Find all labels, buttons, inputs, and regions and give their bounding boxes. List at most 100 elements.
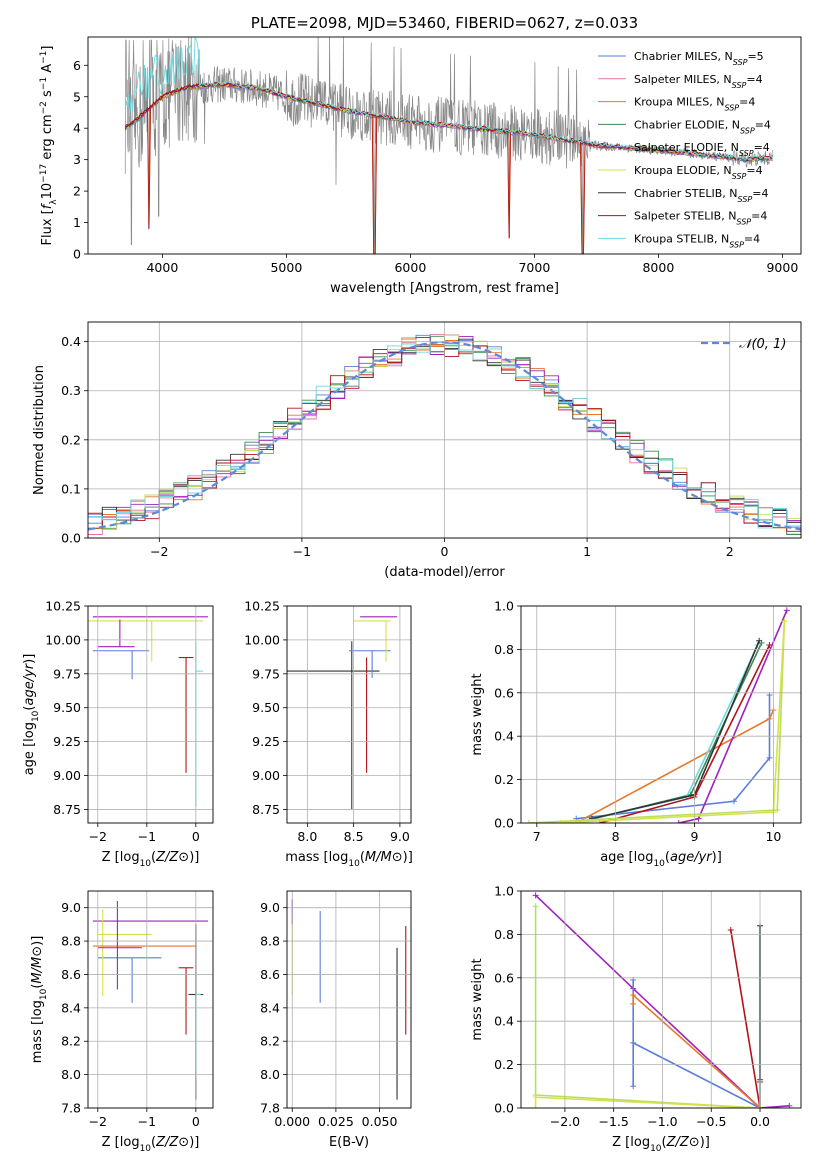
x-tick-label: −0.5 [696, 1114, 726, 1129]
x-tick-label: 0 [192, 1114, 200, 1129]
series-marker [766, 754, 773, 761]
axes-frame [87, 321, 802, 539]
errorbar-point [97, 901, 142, 990]
legend-entry: Salpeter STELIB, NSSP=4 [634, 210, 767, 227]
x-tick-label: 4000 [146, 260, 178, 275]
x-tick-label: 1 [583, 544, 591, 559]
y-tick-label: 0.0 [61, 531, 81, 546]
legend-entry: Kroupa STELIB, NSSP=4 [634, 232, 760, 249]
x-tick-label: −2.0 [550, 1114, 580, 1129]
x-tick-label: 8.0 [297, 829, 317, 844]
x-tick-label: 0.0 [750, 1114, 770, 1129]
legend: Chabrier MILES, NSSP=5 Salpeter MILES, NS… [598, 50, 771, 249]
y-tick-label: 8.75 [53, 802, 81, 817]
errorbar-point [195, 641, 204, 807]
x-tick-label: 7 [533, 829, 541, 844]
y-tick-label: 8.2 [61, 1034, 81, 1049]
x-tick-label: 9000 [766, 260, 798, 275]
y-tick-label: 10.00 [244, 632, 280, 647]
y-tick-label: 6 [73, 58, 81, 73]
x-axis-label: Z [log10(Z/Z⊙)] [612, 1135, 710, 1154]
y-tick-label: 5 [73, 89, 81, 104]
series-marker [675, 820, 682, 823]
series-marker [756, 637, 763, 644]
errorbar-point [97, 957, 162, 1003]
x-axis-label: (data-model)/error [384, 565, 505, 580]
x-tick-label: 0.050 [362, 1114, 398, 1129]
errorbar-point [195, 993, 201, 1078]
y-tick-label: 7.8 [61, 1101, 81, 1116]
axes-frame [286, 890, 412, 1109]
errorbar-point [349, 650, 391, 678]
x-axis-label: wavelength [Angstrom, rest frame] [330, 281, 559, 296]
series-line [632, 993, 761, 1108]
series-marker [630, 1083, 637, 1090]
series-line [534, 1096, 761, 1108]
y-tick-label: 0.0 [494, 816, 514, 831]
series-marker [781, 618, 788, 625]
series-line [583, 644, 759, 822]
y-tick-label: 2 [73, 184, 81, 199]
y-tick-label: 3 [73, 152, 81, 167]
legend-entry: Salpeter MILES, NSSP=4 [634, 73, 763, 90]
y-tick-label: 8.4 [260, 1000, 280, 1015]
x-axis-label: Z [log10(Z/Z⊙)] [102, 1135, 200, 1154]
y-tick-label: 0.8 [494, 927, 514, 942]
y-tick-label: 8.0 [61, 1067, 81, 1082]
axes-frame [87, 890, 214, 1109]
plot-area-spectrum [124, 37, 773, 254]
panel-age_vs_Z: −2 −1 0 8.75 9.00 9.25 9.50 9.75 10.00 10.25 Z [lo… [22, 599, 214, 869]
y-tick-label: 9.0 [260, 900, 280, 915]
series-marker [532, 892, 539, 899]
y-tick-label: 0.4 [494, 729, 514, 744]
panel-spectrum: PLATE=2098, MJD=53460, FIBERID=0627, z=0… [39, 14, 802, 296]
series-marker [525, 820, 532, 823]
panel-mass_weight_vs_Z: −2.0 −1.5 −1.0 −0.5 0.0 0.0 0.2 0.4 0.6 0.8 1.0 Z [… [470, 884, 802, 1154]
y-tick-label: 4 [73, 121, 81, 136]
series-line [591, 640, 760, 820]
x-axis-label: age [log10(age/yr)] [600, 850, 722, 869]
y-tick-label: 8.2 [260, 1034, 280, 1049]
y-tick-label: 9.50 [252, 700, 280, 715]
series-line [632, 980, 761, 1108]
axes-frame [87, 36, 802, 255]
y-tick-label: 1 [73, 215, 81, 230]
series-line [576, 642, 763, 823]
y-tick-label: 9.0 [61, 900, 81, 915]
panel-residuals: −2 −1 0 1 2 0.0 0.1 0.2 0.3 0.4 (data-model)/error… [32, 321, 802, 580]
series-marker [630, 1039, 637, 1046]
panel-age_vs_mass: 8.0 8.5 9.0 8.75 9.00 9.25 9.50 9.75 10.00 10.25 m… [244, 599, 413, 870]
y-tick-label: 0.4 [61, 334, 81, 349]
legend-entry: Kroupa MILES, NSSP=4 [634, 96, 755, 113]
y-tick-label: 0 [73, 247, 81, 262]
y-tick-label: 0.0 [494, 1101, 514, 1116]
errorbar-point [92, 650, 150, 680]
y-tick-label: 8.6 [61, 967, 81, 982]
y-tick-label: 1.0 [494, 884, 514, 899]
x-tick-label: −1.0 [647, 1114, 677, 1129]
errorbar-point [287, 641, 380, 810]
axes-frame [286, 605, 412, 824]
x-tick-label: 2 [726, 544, 734, 559]
x-tick-label: 0 [441, 544, 449, 559]
y-axis-label: age [log10(age/yr)] [22, 654, 41, 776]
x-tick-label: −1 [138, 1114, 156, 1129]
y-tick-label: 0.1 [61, 481, 81, 496]
y-tick-label: 8.8 [260, 934, 280, 949]
errorbar-point [178, 967, 194, 1035]
x-tick-label: 8000 [642, 260, 674, 275]
errorbar-point [97, 909, 152, 997]
y-tick-label: 0.8 [494, 642, 514, 657]
series-marker [630, 1000, 637, 1007]
series-line [575, 709, 775, 823]
y-tick-label: 0.2 [61, 432, 81, 447]
x-tick-label: 0.025 [318, 1114, 354, 1129]
y-axis-label: mass [log10(M/M⊙)] [30, 936, 49, 1064]
series-kroupa-stelib [581, 642, 761, 823]
y-tick-label: 9.75 [53, 666, 81, 681]
x-tick-label: 5000 [270, 260, 302, 275]
errorbar-point [353, 620, 391, 662]
y-tick-label: 8.6 [260, 967, 280, 982]
series-marker [557, 820, 564, 823]
plot-area-mass_weight_vs_age [525, 607, 790, 823]
